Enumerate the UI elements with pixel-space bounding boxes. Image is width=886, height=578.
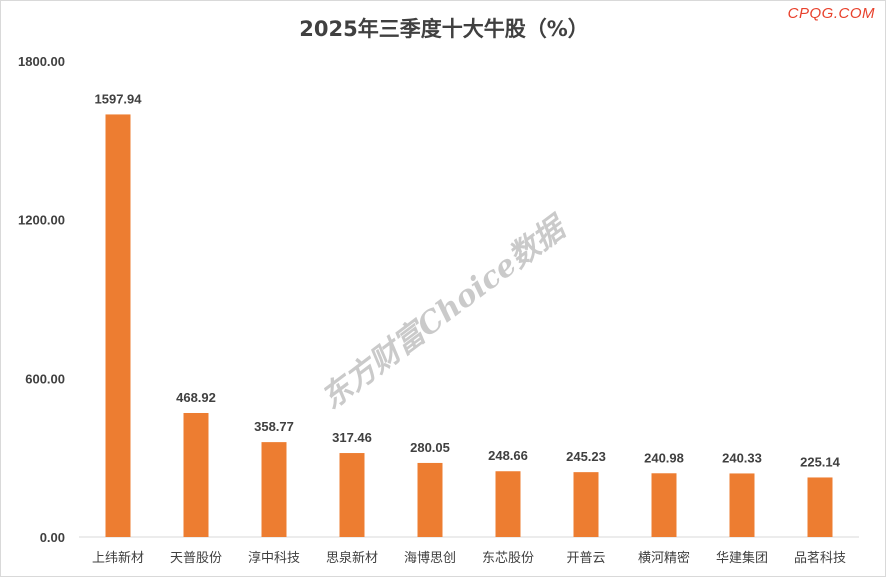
x-tick-label: 华建集团 (716, 550, 768, 566)
bar (729, 473, 755, 537)
data-label: 1597.94 (95, 91, 143, 106)
brand-logo: CPQG.COM (787, 5, 875, 22)
y-tick-label: 1800.00 (18, 54, 65, 69)
chart-title: 2025年三季度十大牛股（%） (299, 17, 589, 41)
bar (105, 114, 131, 537)
bar (807, 477, 833, 537)
x-tick-label: 海博思创 (404, 551, 456, 566)
y-tick-label: 1200.00 (18, 213, 65, 228)
data-label: 280.05 (410, 440, 450, 455)
x-tick-label: 横河精密 (638, 550, 690, 566)
data-label: 245.23 (566, 449, 606, 464)
x-tick-label: 东芯股份 (482, 551, 534, 566)
y-tick-label: 600.00 (25, 371, 65, 386)
data-label: 248.66 (488, 448, 528, 463)
data-label: 225.14 (800, 454, 841, 469)
data-label: 240.33 (722, 450, 762, 465)
x-tick-label: 开普云 (566, 551, 605, 566)
x-tick-label: 思泉新材 (326, 550, 378, 566)
data-label: 240.98 (644, 450, 684, 465)
x-tick-label: 天普股份 (170, 551, 222, 566)
data-label: 317.46 (332, 430, 372, 445)
bar (573, 472, 599, 537)
bar (339, 453, 365, 537)
bar (261, 442, 287, 537)
y-tick-label: 0.00 (40, 530, 65, 545)
bar (183, 412, 209, 537)
bar (417, 462, 443, 537)
x-tick-label: 淳中科技 (248, 550, 300, 566)
bar (651, 473, 677, 537)
data-label: 358.77 (254, 419, 294, 434)
x-tick-label: 品茗科技 (794, 551, 846, 566)
bar (495, 471, 521, 537)
x-tick-label: 上纬新材 (92, 550, 144, 566)
data-label: 468.92 (176, 390, 216, 405)
